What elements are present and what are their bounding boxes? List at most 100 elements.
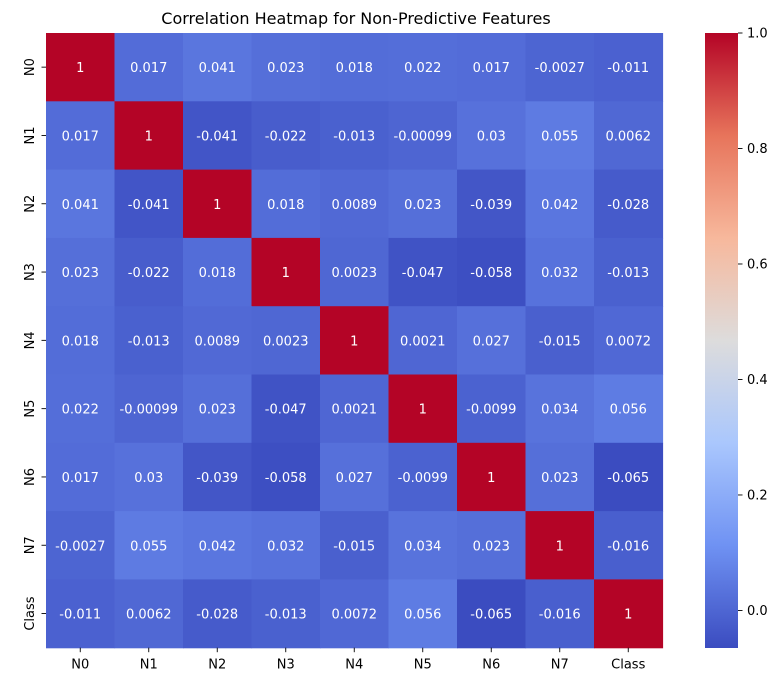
heatmap-cell <box>457 442 527 512</box>
heatmap-cell <box>114 237 184 307</box>
cell-annotation: 0.023 <box>199 403 236 418</box>
cell-annotation: -0.047 <box>265 403 307 418</box>
heatmap-cell <box>183 374 253 444</box>
heatmap-cell <box>46 101 116 171</box>
heatmap-cell <box>46 169 116 239</box>
cell-annotation: 0.041 <box>62 198 99 213</box>
cell-annotation: 0.0072 <box>332 608 378 623</box>
heatmap-cell <box>183 579 253 649</box>
heatmap-cell <box>594 33 664 102</box>
cell-annotation: 1 <box>487 471 495 486</box>
cell-annotation: -0.065 <box>607 471 649 486</box>
heatmap-cells <box>46 33 664 649</box>
cell-annotation: -0.00099 <box>394 129 452 144</box>
heatmap-cell <box>594 442 664 512</box>
heatmap-cell <box>114 101 184 171</box>
cell-annotation: 1 <box>556 539 564 554</box>
heatmap-cell <box>251 237 321 307</box>
heatmap-cell <box>457 511 527 580</box>
cell-annotation: 0.0062 <box>126 608 172 623</box>
cell-annotation: 1 <box>282 266 290 281</box>
heatmap-cell <box>388 579 458 649</box>
heatmap-cell <box>183 101 253 171</box>
heatmap-cell <box>594 374 664 444</box>
cell-annotation: -0.058 <box>470 266 512 281</box>
cell-annotation: 0.0023 <box>263 334 309 349</box>
heatmap-cell <box>320 237 390 307</box>
x-axis-ticks: N0 N1 N2 N3 N4 N5 N6 N7 Class <box>71 647 646 673</box>
cell-annotation: 0.056 <box>404 608 441 623</box>
colorbar-gradient <box>705 33 738 648</box>
cell-annotation: 0.0062 <box>606 129 652 144</box>
x-tick-label: N2 <box>208 658 226 673</box>
cell-annotation: 0.032 <box>541 266 578 281</box>
cell-annotation: 0.018 <box>336 61 373 76</box>
cell-annotation: 0.018 <box>62 334 99 349</box>
cell-annotation: -0.0099 <box>466 403 516 418</box>
y-tick-label: N4 <box>23 331 38 349</box>
heatmap-cell <box>320 306 390 376</box>
heatmap-cell <box>388 442 458 512</box>
heatmap-cell <box>251 579 321 649</box>
heatmap-cell <box>388 306 458 376</box>
heatmap-cell <box>525 169 595 239</box>
heatmap-cell <box>183 442 253 512</box>
heatmap-cell <box>457 306 527 376</box>
colorbar-tick-label: 0.8 <box>747 142 768 157</box>
heatmap-cell <box>320 579 390 649</box>
cell-annotation: 1 <box>624 608 632 623</box>
heatmap-cell <box>320 169 390 239</box>
cell-annotation: 0.03 <box>477 129 506 144</box>
cell-annotation: 0.055 <box>541 129 578 144</box>
y-tick-label: N0 <box>23 58 38 76</box>
cell-annotation: 0.0089 <box>195 334 241 349</box>
heatmap-cell <box>114 306 184 376</box>
heatmap-cell <box>525 442 595 512</box>
cell-annotation: -0.015 <box>539 334 581 349</box>
heatmap-cell <box>46 579 116 649</box>
cell-annotation: 0.023 <box>62 266 99 281</box>
cell-annotation: 0.041 <box>199 61 236 76</box>
y-tick-label: N1 <box>23 126 38 144</box>
heatmap-cell <box>114 579 184 649</box>
cell-annotation: 1 <box>350 334 358 349</box>
cell-annotation: 0.023 <box>473 539 510 554</box>
cell-annotation: -0.0027 <box>55 539 105 554</box>
cell-annotation: 1 <box>213 198 221 213</box>
heatmap-cell <box>183 237 253 307</box>
cell-annotation: -0.039 <box>196 471 238 486</box>
colorbar: 0.0 0.2 0.4 0.6 0.8 1.0 <box>705 27 768 648</box>
cell-annotation: 0.027 <box>473 334 510 349</box>
cell-annotation: 0.018 <box>267 198 304 213</box>
x-tick-label: Class <box>611 658 645 673</box>
cell-annotation: -0.0027 <box>535 61 585 76</box>
heatmap-cell <box>594 237 664 307</box>
heatmap-cell <box>251 511 321 580</box>
y-tick-label: N5 <box>23 400 38 418</box>
heatmap-cell <box>457 169 527 239</box>
heatmap-cell <box>46 33 116 102</box>
x-tick-label: N0 <box>71 658 89 673</box>
heatmap-cell <box>457 579 527 649</box>
heatmap-cell <box>183 33 253 102</box>
heatmap-cell <box>457 33 527 102</box>
cell-annotation: -0.016 <box>539 608 581 623</box>
cell-annotation: 0.017 <box>473 61 510 76</box>
heatmap-cell <box>457 237 527 307</box>
cell-annotation: -0.013 <box>128 334 170 349</box>
cell-annotation: 0.022 <box>404 61 441 76</box>
heatmap-cell <box>320 442 390 512</box>
heatmap-cell <box>46 442 116 512</box>
x-tick-label: N4 <box>345 658 363 673</box>
heatmap-cell <box>594 101 664 171</box>
heatmap-cell <box>457 101 527 171</box>
cell-annotation: -0.047 <box>402 266 444 281</box>
heatmap-cell <box>594 511 664 580</box>
heatmap-cell <box>183 169 253 239</box>
heatmap-cell <box>525 579 595 649</box>
heatmap-cell <box>525 33 595 102</box>
heatmap-cell <box>46 511 116 580</box>
heatmap-cell <box>114 374 184 444</box>
cell-annotation: -0.022 <box>128 266 170 281</box>
